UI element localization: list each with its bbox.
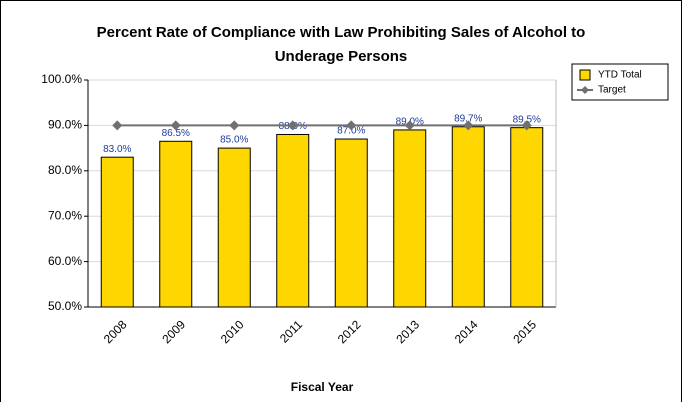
value-label: 83.0% xyxy=(103,144,131,155)
value-label: 87.0% xyxy=(337,126,365,137)
y-tick-label: 100.0% xyxy=(41,72,82,86)
value-label: 89.5% xyxy=(513,114,541,125)
y-tick-label: 80.0% xyxy=(48,163,82,177)
y-tick-label: 60.0% xyxy=(48,254,82,268)
x-tick-label: 2012 xyxy=(335,317,364,346)
x-tick-label: 2010 xyxy=(218,317,247,346)
y-tick-label: 50.0% xyxy=(48,299,82,313)
legend-swatch xyxy=(579,69,591,81)
x-tick-label: 2014 xyxy=(452,317,481,346)
value-label: 85.0% xyxy=(220,135,248,146)
target-marker xyxy=(404,120,415,131)
x-tick-label: 2009 xyxy=(159,317,188,346)
x-tick-label: 2015 xyxy=(510,317,539,346)
target-marker xyxy=(287,120,298,131)
x-tick-label: 2011 xyxy=(277,317,305,345)
target-marker xyxy=(463,120,474,131)
legend-marker xyxy=(581,86,589,94)
bar xyxy=(334,138,368,308)
value-label: 86.5% xyxy=(162,128,190,139)
bar xyxy=(451,126,485,308)
x-tick-label: 2008 xyxy=(101,317,130,346)
target-marker xyxy=(229,120,240,131)
target-marker xyxy=(112,120,123,131)
y-tick-label: 90.0% xyxy=(48,118,82,132)
legend-label: YTD Total xyxy=(598,70,642,81)
x-axis-label: Fiscal Year xyxy=(291,380,354,394)
chart-title-line2: Underage Persons xyxy=(275,48,408,65)
bar xyxy=(510,127,544,308)
bar xyxy=(393,129,427,308)
chart-title: Percent Rate of Compliance with Law Proh… xyxy=(97,24,586,41)
y-tick-label: 70.0% xyxy=(48,208,82,222)
bar xyxy=(276,133,310,308)
legend-label: Target xyxy=(598,85,626,96)
bar xyxy=(100,156,134,308)
target-marker xyxy=(170,120,181,131)
x-tick-label: 2013 xyxy=(393,317,422,346)
bar xyxy=(217,147,251,308)
target-marker xyxy=(346,120,357,131)
bar xyxy=(159,140,193,308)
value-label: 89.7% xyxy=(454,113,482,124)
target-marker xyxy=(521,120,532,131)
